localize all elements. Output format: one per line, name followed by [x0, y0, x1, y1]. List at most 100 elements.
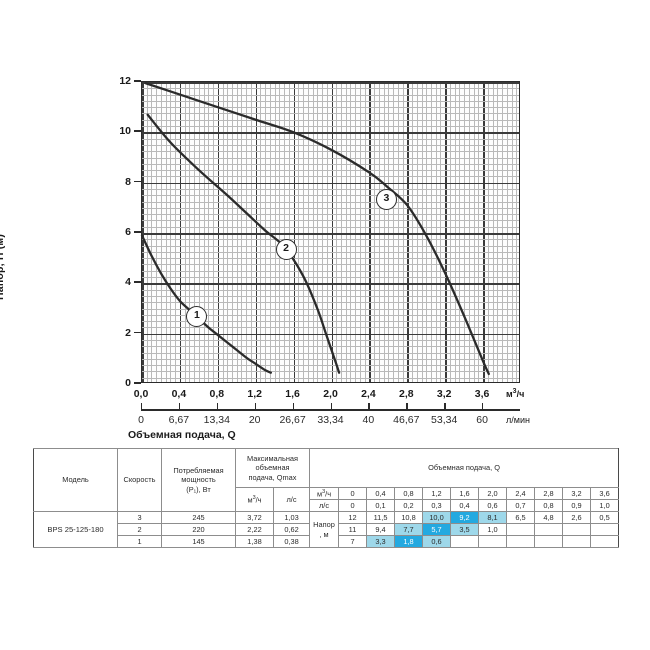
- grid-line-major-x: [369, 82, 371, 382]
- head-1-9: [590, 523, 620, 536]
- head-2-2: 1,8: [394, 535, 424, 548]
- y-tick-label: 10: [119, 125, 131, 138]
- x-tick-label: 0,4: [171, 388, 187, 400]
- grid-line-minor-x: [146, 82, 148, 382]
- grid-line-minor-x: [393, 82, 395, 382]
- flow-m3h-9: 3,6: [590, 487, 620, 500]
- grid-line-minor-x: [326, 82, 328, 382]
- x-tick-label-secondary: 26,67: [279, 414, 306, 426]
- grid-line-minor-x: [487, 82, 489, 382]
- grid-line-major-x: [483, 82, 485, 382]
- y-tick-label: 4: [125, 276, 131, 289]
- grid-line-minor-x: [336, 82, 338, 382]
- flow-ls-9: 1,0: [590, 499, 620, 512]
- grid-line-minor-y: [142, 245, 519, 247]
- grid-line-minor-x: [189, 82, 191, 382]
- head-1-3: 5,7: [422, 523, 452, 536]
- flow-ls-3: 0,3: [422, 499, 452, 512]
- grid-line-minor-x: [274, 82, 276, 382]
- grid-line-major-y: [142, 82, 519, 84]
- y-tick-label: 2: [125, 326, 131, 339]
- flow-m3h-5: 2,0: [478, 487, 508, 500]
- grid-line-minor-x: [303, 82, 305, 382]
- grid-line-minor-x: [175, 82, 177, 382]
- grid-line-minor-y: [142, 144, 519, 146]
- grid-line-minor-x: [227, 82, 229, 382]
- grid-line-minor-y: [142, 270, 519, 272]
- grid-line-minor-x: [250, 82, 252, 382]
- cell-power-0: 245: [161, 511, 236, 524]
- grid-line-minor-x: [492, 82, 494, 382]
- grid-line-minor-y: [142, 88, 519, 90]
- grid-line-minor-x: [184, 82, 186, 382]
- cell-speed-1: 2: [117, 523, 162, 536]
- grid-line-minor-x: [468, 82, 470, 382]
- grid-line-minor-y: [142, 201, 519, 203]
- cell-speed-0: 3: [117, 511, 162, 524]
- head-0-9: 0,5: [590, 511, 620, 524]
- grid-line-minor-x: [359, 82, 361, 382]
- x-tick-label: 0,0: [133, 388, 149, 400]
- header-power-l1: Потребляемая: [173, 466, 224, 476]
- x-tick-label-secondary: 53,34: [431, 414, 458, 426]
- header-speed: Скорость: [117, 448, 162, 512]
- y-tick-mark: [134, 331, 141, 334]
- x-tick-label: 2,0: [323, 388, 338, 400]
- grid-line-minor-x: [279, 82, 281, 382]
- grid-line-minor-x: [213, 82, 215, 382]
- grid-line-minor-x: [516, 82, 518, 382]
- cell-qmax-ls-0: 1,03: [272, 511, 311, 524]
- head-0-6: 6,5: [506, 511, 536, 524]
- x-tick-label-secondary: 60: [476, 414, 488, 426]
- y-tick-mark: [134, 80, 141, 82]
- grid-line-minor-y: [142, 188, 519, 190]
- grid-line-minor-x: [203, 82, 205, 382]
- curve-marker-3: 3: [375, 188, 397, 210]
- header-head: Напор , м: [309, 511, 340, 548]
- grid-line-minor-x: [198, 82, 200, 382]
- grid-line-minor-x: [284, 82, 286, 382]
- grid-line-minor-x: [307, 82, 309, 382]
- grid-line-minor-x: [464, 82, 466, 382]
- grid-lines: [142, 82, 519, 382]
- head-2-7: [534, 535, 564, 548]
- x-tick-label: 2,4: [361, 388, 376, 400]
- curve-layer: [140, 82, 490, 376]
- grid-line-minor-x: [312, 82, 314, 382]
- x-tick-label: 2,8: [398, 388, 414, 400]
- flow-ls-7: 0,8: [534, 499, 564, 512]
- flow-m3h-8: 3,2: [562, 487, 592, 500]
- grid-line-minor-y: [142, 277, 519, 279]
- cell-model: BPS 25-125-180: [33, 511, 118, 548]
- curve-marker-2: 2: [275, 238, 297, 260]
- grid-line-minor-x: [440, 82, 442, 382]
- flow-m3h-1: 0,4: [366, 487, 396, 500]
- head-1-5: 1,0: [478, 523, 508, 536]
- grid-line-minor-y: [142, 239, 519, 241]
- x-tick-label: 0,8: [209, 388, 225, 400]
- grid-line-minor-x: [241, 82, 243, 382]
- x-tick-label: 1,2: [247, 388, 262, 400]
- grid-line-minor-y: [142, 176, 519, 178]
- grid-line-major-x: [255, 82, 258, 382]
- grid-line-minor-y: [142, 94, 519, 96]
- grid-line-minor-x: [317, 82, 319, 382]
- grid-line-minor-y: [142, 302, 519, 304]
- grid-line-minor-x: [160, 82, 162, 382]
- header-flow: Объемная подача, Q: [309, 448, 620, 488]
- y-tick-mark: [134, 281, 141, 283]
- flow-m3h-2: 0,8: [394, 487, 424, 500]
- curve-1: [140, 234, 273, 374]
- x-axis-label: Объемная подача, Q: [128, 429, 236, 441]
- flow-m3h-3: 1,2: [422, 487, 452, 500]
- grid-line-major-y: [142, 283, 519, 285]
- grid-line-minor-x: [426, 82, 428, 382]
- flow-ls-1: 0,1: [366, 499, 396, 512]
- curve-3: [144, 82, 490, 376]
- flow-ls-6: 0,7: [506, 499, 536, 512]
- table-row: BPS 25-125-180 3 245 3,72 1,03 Напор , м…: [33, 511, 620, 548]
- head-1-0: 11: [338, 523, 368, 536]
- grid-line-minor-x: [236, 82, 238, 382]
- flow-ls-8: 0,9: [562, 499, 592, 512]
- x-tick-label-secondary: 20: [248, 414, 261, 426]
